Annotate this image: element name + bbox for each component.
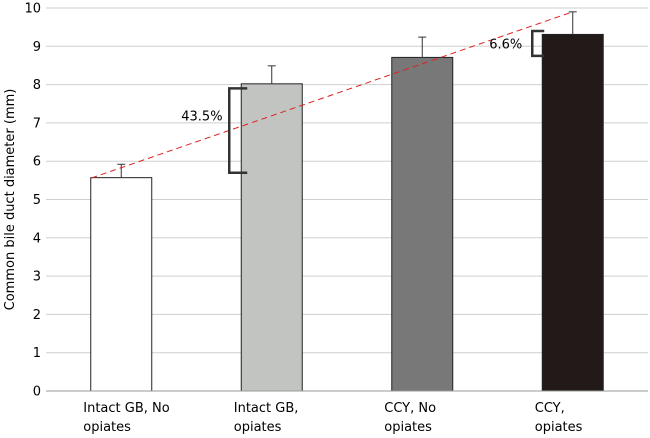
bar — [391, 56, 454, 392]
y-tick-label: 9 — [33, 40, 41, 55]
x-axis-categories: Intact GB, No opiates Intact GB, opiates CCY… — [83, 401, 582, 435]
y-tick-label: 6 — [33, 155, 41, 170]
y-tick-label: 2 — [33, 308, 41, 323]
x-category-label: Intact GB, No — [83, 401, 169, 416]
x-category-label: opiates — [83, 420, 131, 435]
y-tick-label: 3 — [33, 270, 41, 285]
annotation-label: 43.5% — [181, 110, 222, 125]
y-tick-label: 10 — [24, 2, 41, 17]
bars — [90, 33, 604, 392]
annotations: 43.5% 6.6% — [181, 29, 545, 174]
y-tick-label: 8 — [33, 78, 41, 93]
x-category-label: opiates — [535, 420, 583, 435]
x-category-label: opiates — [234, 420, 282, 435]
x-category-label: CCY, — [535, 401, 565, 416]
bracket — [228, 87, 248, 174]
y-axis-ticks: 0 1 2 3 4 5 6 7 8 9 10 — [24, 2, 41, 400]
y-tick-label: 4 — [33, 231, 41, 246]
y-axis-title: Common bile duct diameter (mm) — [3, 89, 18, 311]
x-category-label: Intact GB, — [234, 401, 299, 416]
y-tick-label: 7 — [33, 116, 41, 131]
y-tick-label: 5 — [33, 193, 41, 208]
x-category-label: opiates — [384, 420, 432, 435]
y-tick-label: 1 — [33, 346, 41, 361]
annotation-label: 6.6% — [489, 37, 522, 52]
bracket — [531, 29, 545, 58]
y-tick-label: 0 — [33, 385, 41, 400]
bar — [90, 177, 153, 392]
x-category-label: CCY, No — [384, 401, 436, 416]
error-bars — [117, 11, 577, 178]
bar — [541, 33, 604, 392]
trend-line — [91, 11, 573, 179]
bar — [240, 83, 303, 392]
